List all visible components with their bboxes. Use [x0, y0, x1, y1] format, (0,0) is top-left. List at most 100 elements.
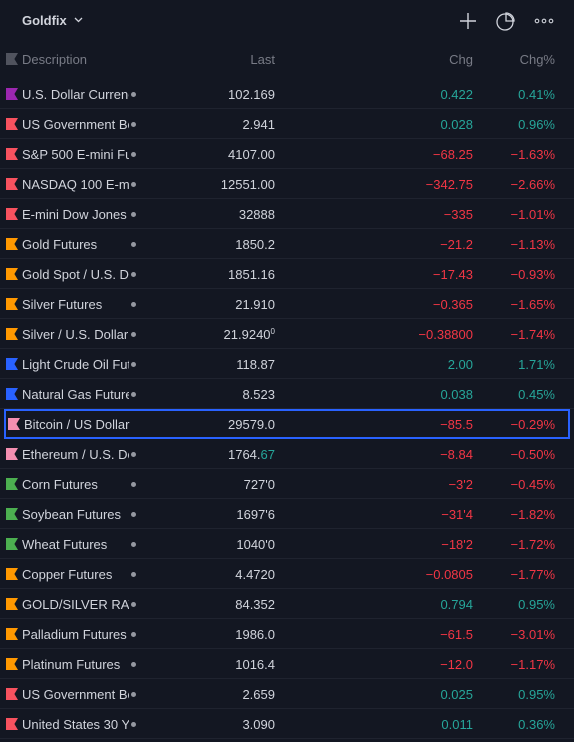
table-row[interactable]: United States 30 Year 3.090 0.011 0.36% — [0, 709, 574, 739]
last-price: 3.090 — [242, 717, 275, 732]
table-row[interactable]: Silver / U.S. Dollar 21.92400 −0.38800 −1.7… — [0, 319, 574, 349]
change-percent: −1.63% — [510, 147, 555, 162]
table-row[interactable]: Wheat Futures 1040'0 −18'2 −1.72% — [0, 529, 574, 559]
change-value: −342.75 — [425, 177, 473, 192]
last-price: 118.87 — [236, 357, 275, 372]
flag-icon[interactable] — [6, 148, 18, 160]
last-price: 1850.2 — [235, 237, 275, 252]
flag-icon[interactable] — [6, 328, 18, 340]
market-status-dot-icon — [131, 362, 136, 367]
market-status-dot-icon — [131, 242, 136, 247]
last-price: 32888 — [238, 207, 275, 222]
market-status-dot-icon — [131, 602, 136, 607]
pie-chart-icon[interactable] — [494, 10, 516, 32]
table-row[interactable]: Copper Futures 4.4720 −0.0805 −1.77% — [0, 559, 574, 589]
column-chg[interactable]: Chg — [449, 52, 473, 67]
change-percent: 0.96% — [518, 117, 555, 132]
change-value: −8.84 — [440, 447, 473, 462]
table-row[interactable]: US Government Bonds 30 YR Yield 2.659 0.02… — [0, 679, 574, 709]
market-status-dot-icon — [131, 722, 136, 727]
change-percent: 0.36% — [518, 717, 555, 732]
flag-icon[interactable] — [6, 628, 18, 640]
change-value: 0.011 — [441, 717, 473, 732]
last-price: 84.352 — [235, 597, 275, 612]
flag-icon[interactable] — [6, 88, 18, 100]
market-status-dot-icon — [131, 92, 136, 97]
market-status-dot-icon — [131, 692, 136, 697]
change-value: 2.00 — [447, 357, 473, 372]
column-chgp[interactable]: Chg% — [519, 52, 555, 67]
change-value: −61.5 — [440, 627, 473, 642]
plus-icon[interactable] — [457, 10, 479, 32]
table-row[interactable]: Soybean Futures 1697'6 −31'4 −1.82% — [0, 499, 574, 529]
flag-icon[interactable] — [6, 508, 18, 520]
column-last[interactable]: Last — [250, 52, 275, 67]
market-status-dot-icon — [131, 152, 136, 157]
flag-icon[interactable] — [6, 118, 18, 130]
flag-icon[interactable] — [6, 388, 18, 400]
table-row[interactable]: E-mini Dow Jones Futures 32888 −335 −1.01% — [0, 199, 574, 229]
flag-icon[interactable] — [6, 478, 18, 490]
table-row[interactable]: Gold Futures 1850.2 −21.2 −1.13% — [0, 229, 574, 259]
table-row[interactable]: Corn Futures 727'0 −3'2 −0.45% — [0, 469, 574, 499]
change-value: −85.5 — [440, 417, 473, 432]
change-percent: 0.45% — [518, 387, 555, 402]
flag-icon[interactable] — [6, 53, 18, 65]
flag-icon[interactable] — [6, 298, 18, 310]
market-status-dot-icon — [131, 302, 136, 307]
flag-icon[interactable] — [6, 718, 18, 730]
last-price: 12551.00 — [220, 177, 275, 192]
change-percent: −0.93% — [510, 267, 555, 282]
flag-icon[interactable] — [6, 208, 18, 220]
symbol-description: S&P 500 E-mini Futures — [22, 147, 129, 162]
table-row[interactable]: Silver Futures 21.910 −0.365 −1.65% — [0, 289, 574, 319]
chevron-down-icon[interactable] — [74, 17, 83, 23]
flag-icon[interactable] — [6, 238, 18, 250]
table-row[interactable]: Platinum Futures 1016.4 −12.0 −1.17% — [0, 649, 574, 679]
last-price: 21.910 — [235, 297, 275, 312]
change-percent: −0.50% — [510, 447, 555, 462]
market-status-dot-icon — [131, 182, 136, 187]
market-status-dot-icon — [131, 452, 136, 457]
table-row[interactable]: GOLD/SILVER RATIO 84.352 0.794 0.95% — [0, 589, 574, 619]
symbol-description: Gold Spot / U.S. Dollar — [22, 267, 129, 282]
more-dots-icon[interactable] — [533, 10, 555, 32]
table-row[interactable]: Natural Gas Futures 8.523 0.038 0.45% — [0, 379, 574, 409]
table-row[interactable]: Palladium Futures 1986.0 −61.5 −3.01% — [0, 619, 574, 649]
symbol-description: United States 30 Year — [22, 717, 129, 732]
symbol-description: Corn Futures — [22, 477, 98, 492]
flag-icon[interactable] — [6, 268, 18, 280]
column-description[interactable]: Description — [22, 52, 88, 67]
last-price: 1697'6 — [236, 507, 275, 522]
flag-icon[interactable] — [6, 568, 18, 580]
table-row[interactable]: Ethereum / U.S. Dollar 1764.67 −8.84 −0.50% — [0, 439, 574, 469]
table-row[interactable]: Light Crude Oil Futures 118.87 2.00 1.71% — [0, 349, 574, 379]
flag-icon[interactable] — [6, 658, 18, 670]
flag-icon[interactable] — [6, 178, 18, 190]
flag-icon[interactable] — [6, 538, 18, 550]
change-percent: 0.95% — [518, 597, 555, 612]
table-row[interactable]: S&P 500 E-mini Futures 4107.00 −68.25 −1.63… — [0, 139, 574, 169]
change-value: 0.038 — [440, 387, 473, 402]
last-price: 29579.0 — [228, 417, 275, 432]
change-percent: −3.01% — [510, 627, 555, 642]
last-price-tick-digits: 67 — [260, 447, 275, 462]
flag-icon[interactable] — [6, 598, 18, 610]
flag-icon[interactable] — [6, 358, 18, 370]
change-value: −18'2 — [441, 537, 473, 552]
table-row[interactable]: U.S. Dollar Currency Index 102.169 0.422 0.… — [0, 79, 574, 109]
last-price: 1986.0 — [235, 627, 275, 642]
table-row[interactable]: US Government Bonds 10 YR Yield 2.941 0.02… — [0, 109, 574, 139]
table-row[interactable]: NASDAQ 100 E-mini Futures 12551.00 −342.75… — [0, 169, 574, 199]
market-status-dot-icon — [131, 572, 136, 577]
table-row[interactable]: Bitcoin / US Dollar 29579.0 −85.5 −0.29% — [4, 409, 570, 439]
table-row[interactable]: Gold Spot / U.S. Dollar 1851.16 −17.43 −0.9… — [0, 259, 574, 289]
flag-icon[interactable] — [6, 688, 18, 700]
change-percent: −2.66% — [510, 177, 555, 192]
flag-icon[interactable] — [8, 418, 20, 430]
market-status-dot-icon — [131, 122, 136, 127]
symbol-description: US Government Bonds 10 YR Yield — [22, 117, 129, 132]
symbol-description: Natural Gas Futures — [22, 387, 129, 402]
flag-icon[interactable] — [6, 448, 18, 460]
watchlist-title[interactable]: Goldfix — [22, 13, 67, 28]
